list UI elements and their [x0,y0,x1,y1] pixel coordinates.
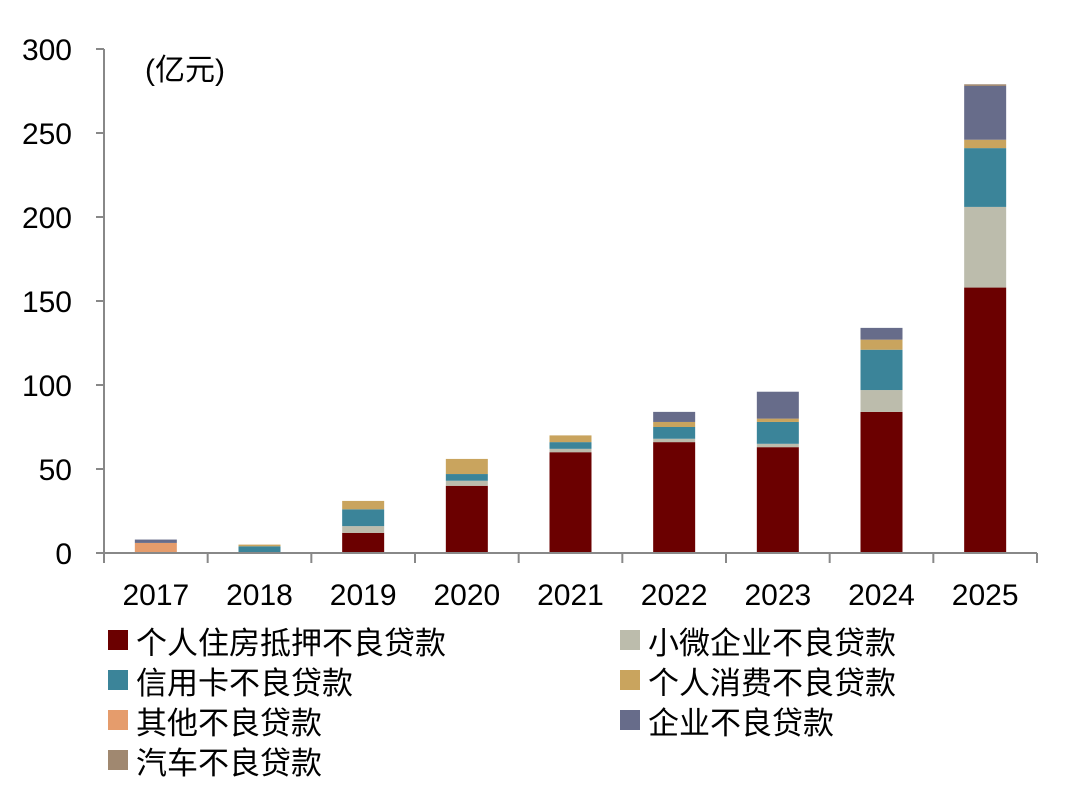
x-tick-label: 2020 [433,579,500,612]
x-tick-label: 2021 [537,579,604,612]
x-axis: 2017 2018 2019 2020 2021 2022 2023 2024 2025 [103,553,1038,612]
bar-segment-2018-series-2 [238,546,281,553]
bar-segment-2019-series-0 [342,532,385,553]
bar-segment-2020-series-0 [445,485,488,553]
bar-segment-2025-series-3 [964,139,1007,149]
bar-segment-2025-series-6 [964,84,1007,86]
bar-segment-2022-series-3 [653,421,696,427]
bar-segment-2023-series-5 [756,391,799,419]
y-tick-label: 150 [22,286,72,319]
bar-segment-2020-series-1 [445,480,488,486]
unit-label: (亿元) [145,54,225,87]
bar-segment-2020-series-3 [445,458,488,475]
bar-segment-2024-series-3 [860,339,903,350]
bar-segment-2021-series-1 [549,448,592,453]
bar-segment-2021-series-2 [549,442,592,449]
x-tick-label: 2025 [952,579,1019,612]
bar-segment-2017-series-4 [134,542,177,553]
bar-segment-2025-series-5 [964,85,1007,140]
bar-segment-2019-series-1 [342,526,385,533]
bar-segment-2025-series-0 [964,287,1007,553]
x-tick-label: 2024 [848,579,915,612]
bar-segment-2023-series-3 [756,418,799,422]
y-tick-label: 200 [22,202,72,235]
bar-segment-2018-series-3 [238,544,281,547]
bar-segment-2025-series-1 [964,206,1007,288]
x-tick-label: 2023 [744,579,811,612]
x-tick-label: 2018 [226,579,293,612]
bar-segment-2021-series-3 [549,435,592,443]
bar-segment-2020-series-2 [445,474,488,481]
bar-segment-2019-series-2 [342,509,385,527]
y-tick-label: 250 [22,118,72,151]
bar-segment-2024-series-5 [860,327,903,340]
bar-segment-2024-series-1 [860,390,903,412]
bar-segment-2023-series-0 [756,447,799,553]
bar-segment-2017-series-5 [134,539,177,543]
bar-segment-2022-series-1 [653,438,696,443]
x-tick-label: 2017 [122,579,189,612]
y-tick-label: 100 [22,370,72,403]
y-tick-label: 0 [55,538,72,571]
y-tick-label: 50 [39,454,72,487]
bar-segment-2023-series-2 [756,421,799,444]
y-axis: 0 50 100 150 200 250 300 [22,34,104,571]
bar-segment-2021-series-0 [549,452,592,553]
bar-segment-2025-series-2 [964,148,1007,207]
bar-segment-2022-series-0 [653,442,696,553]
bar-segment-2024-series-2 [860,349,903,391]
bar-segment-2022-series-2 [653,427,696,439]
bar-segment-2024-series-0 [860,411,903,553]
bar-segment-2023-series-1 [756,443,799,448]
x-tick-label: 2019 [330,579,397,612]
y-tick-label: 300 [22,34,72,67]
x-tick-label: 2022 [641,579,708,612]
bars [134,84,1007,553]
bar-segment-2019-series-3 [342,500,385,510]
bar-segment-2022-series-5 [653,411,696,422]
